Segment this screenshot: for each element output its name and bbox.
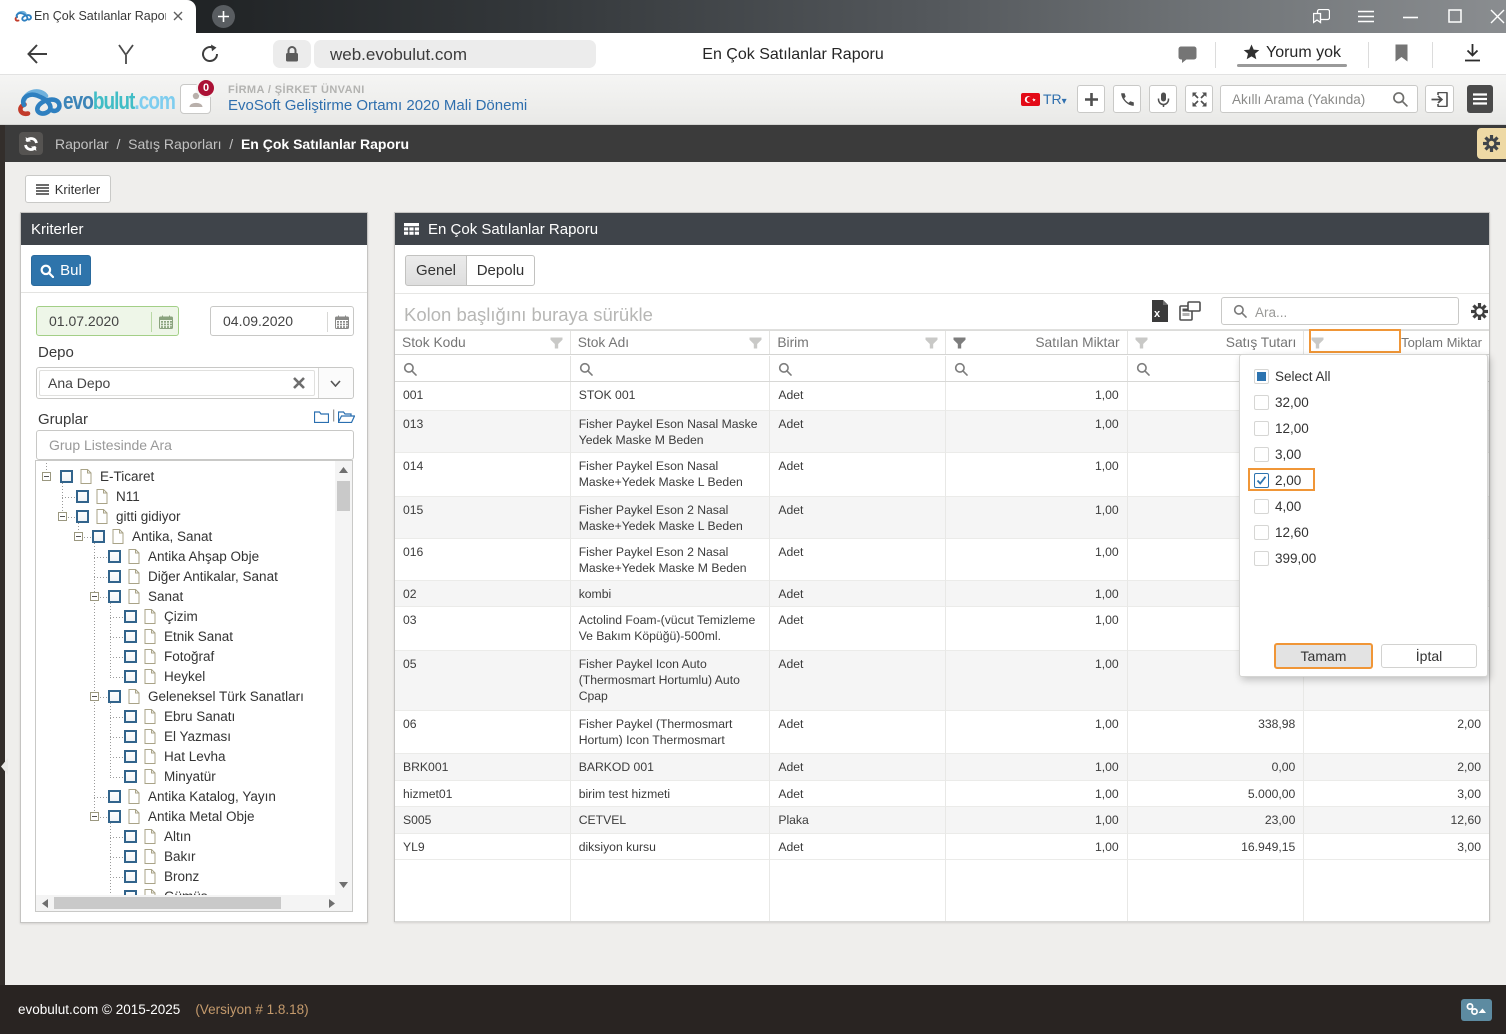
svg-text:x: x <box>1154 308 1161 320</box>
